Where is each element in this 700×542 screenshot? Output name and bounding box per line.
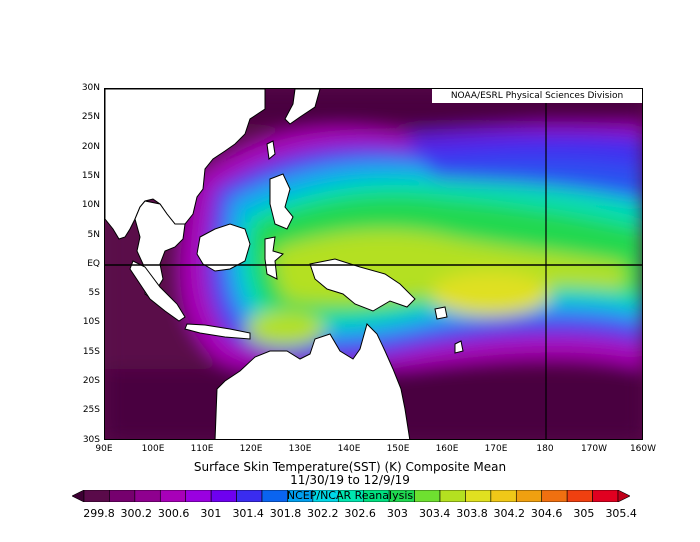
sst-field: [105, 89, 642, 439]
lon-tick-label: 140E: [337, 444, 361, 454]
colorbar-tick-label: 305: [573, 507, 595, 520]
map-title: Surface Skin Temperature(SST) (K) Compos…: [193, 460, 507, 474]
lat-tick-label: 15N: [81, 170, 100, 181]
lon-tick-label: 110E: [190, 444, 214, 454]
lon-tick-label: 90E: [95, 444, 113, 454]
colorbar-tick-label: 301.4: [232, 507, 264, 520]
lat-tick-label: 5N: [87, 229, 100, 240]
colorbar-high-arrow: [617, 490, 630, 502]
colorbar-tick-label: 305.4: [605, 507, 637, 520]
colorbar-tick-label: 303: [386, 507, 408, 520]
lat-tick-label: 20S: [82, 376, 100, 386]
colorbar-tick-label: 303.8: [456, 507, 488, 520]
colorbar-tick-label: 299.8: [83, 507, 115, 520]
lat-tick-label: 15S: [82, 346, 100, 357]
colorbar-tick-label: 303.4: [418, 507, 451, 520]
colorbar-tick-label: 302.6: [344, 507, 376, 520]
land-mask: [105, 89, 464, 439]
colorbar-tick-label: 300.2: [120, 507, 153, 520]
colorbar-tick-label: 301.8: [269, 507, 302, 520]
colorbar-tick-label: 304.2: [493, 507, 526, 520]
lat-tick-label: 30S: [82, 434, 100, 445]
credit-label: NOAA/ESRL Physical Sciences Division: [432, 89, 642, 103]
sst-map-graphic: [105, 89, 642, 439]
lon-tick-label: 160W: [629, 444, 657, 454]
sst-map: [104, 88, 643, 440]
lat-tick-label: 25N: [81, 112, 100, 123]
colorbar-source-text: NCEP/NCAR Reanalysis: [286, 489, 414, 502]
colorbar: [72, 490, 630, 502]
lat-tick-label: 20N: [81, 141, 100, 152]
lat-tick-label: 30N: [81, 83, 100, 93]
lon-tick-label: 100E: [141, 444, 165, 454]
colorbar-tick-label: 301: [200, 507, 222, 520]
lon-tick-label: 170E: [484, 444, 508, 454]
colorbar-tick-label: 302.2: [307, 507, 339, 520]
lon-tick-label: 130E: [288, 444, 312, 454]
colorbar-tick-label: 304.6: [530, 507, 563, 520]
lon-tick-label: 170W: [580, 444, 608, 454]
colorbar-tick-label: 300.6: [157, 507, 190, 520]
lat-tick-label: 10S: [82, 317, 100, 328]
lon-tick-label: 180: [536, 444, 554, 454]
lat-tick-label: EQ: [87, 258, 100, 269]
lat-tick-label: 5S: [88, 288, 100, 299]
lat-tick-label: 10N: [81, 200, 100, 211]
map-date-range: 11/30/19 to 12/9/19: [290, 473, 410, 487]
lon-tick-label: 160E: [435, 444, 459, 454]
lat-tick-label: 25S: [82, 405, 100, 416]
lon-tick-label: 150E: [386, 444, 410, 454]
lon-tick-label: 120E: [239, 444, 263, 454]
